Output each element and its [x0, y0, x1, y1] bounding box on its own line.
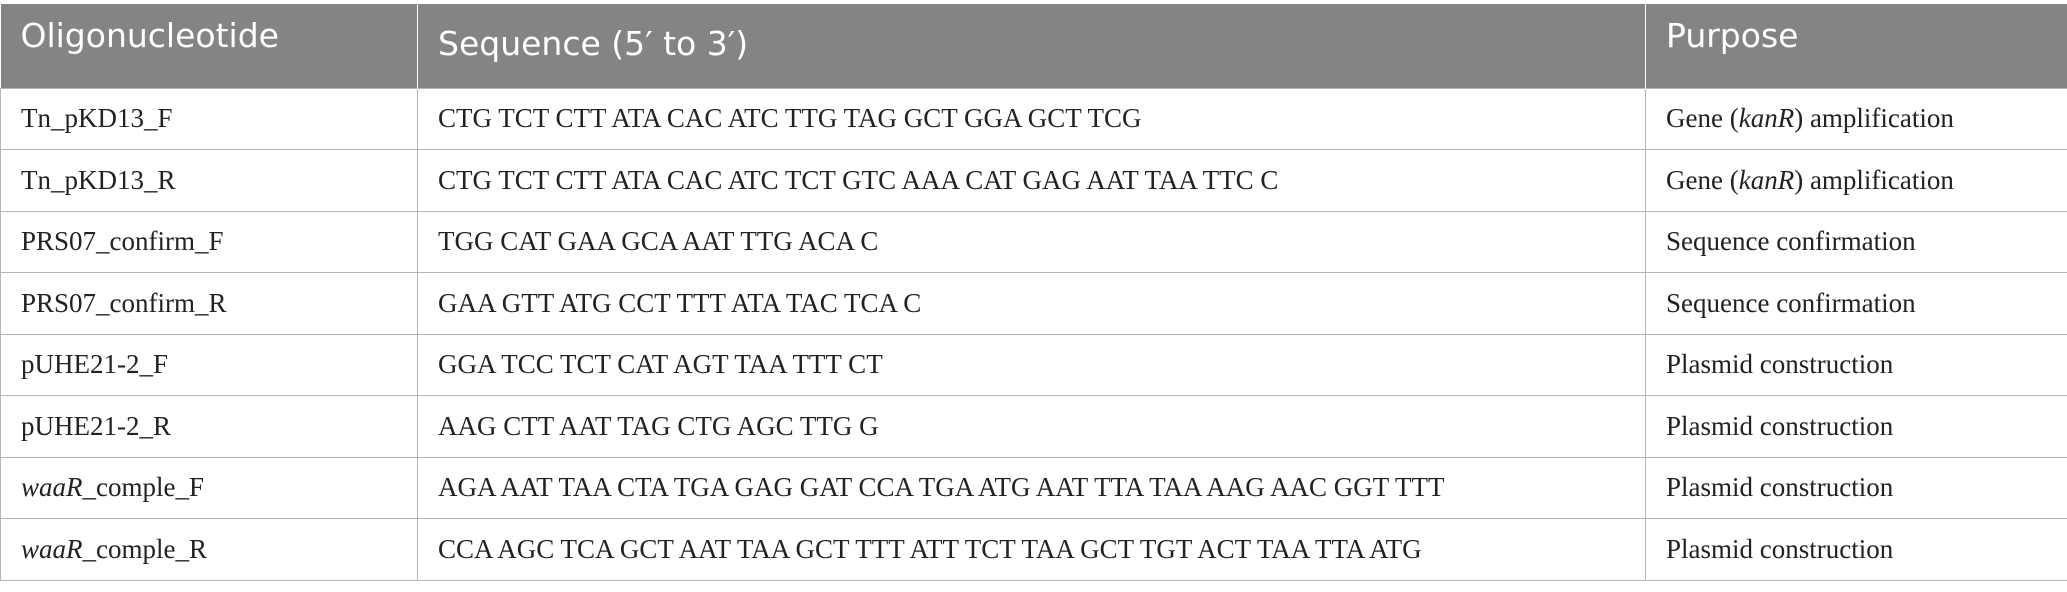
oligo-name: Tn_pKD13_F — [21, 103, 173, 134]
oligo-name-italic: waaR — [21, 472, 83, 503]
oligo-name: PRS07_confirm_R — [21, 287, 227, 318]
header-sequence: Sequence (5′ to 3′) — [417, 4, 1646, 88]
oligo-name: Tn_pKD13_R — [21, 164, 176, 195]
sequence-cell: AGA AAT TAA CTA TGA GAG GAT CCA TGA ATG … — [417, 456, 1646, 519]
oligo-name-cell: PRS07_confirm_R — [0, 272, 418, 335]
purpose-gene-italic: kanR — [1738, 164, 1795, 195]
purpose-cell: Plasmid construction — [1645, 456, 2067, 519]
purpose-text: Gene ( — [1666, 164, 1739, 195]
sequence-cell: TGG CAT GAA GCA AAT TTG ACA C — [417, 210, 1646, 273]
table-body: Tn_pKD13_F CTG TCT CTT ATA CAC ATC TTG T… — [0, 87, 2067, 581]
oligo-name-cell: waaR_comple_F — [0, 456, 418, 519]
oligo-name-italic: waaR — [21, 533, 83, 564]
purpose-text-suffix: ) amplification — [1794, 164, 1954, 195]
header-oligonucleotide: Oligonucleotide — [0, 4, 418, 88]
purpose-gene-italic: kanR — [1738, 103, 1795, 134]
oligo-name-cell: pUHE21-2_R — [0, 395, 418, 458]
sequence-cell: CTG TCT CTT ATA CAC ATC TTG TAG GCT GGA … — [417, 87, 1646, 150]
purpose-text: Plasmid construction — [1666, 410, 1894, 441]
purpose-text: Sequence confirmation — [1666, 226, 1916, 257]
oligo-name-cell: pUHE21-2_F — [0, 333, 418, 396]
table-row: Tn_pKD13_R CTG TCT CTT ATA CAC ATC TCT G… — [0, 149, 2067, 212]
table-row: pUHE21-2_F GGA TCC TCT CAT AGT TAA TTT C… — [0, 333, 2067, 396]
purpose-text: Gene ( — [1666, 103, 1739, 134]
table-row: pUHE21-2_R AAG CTT AAT TAG CTG AGC TTG G… — [0, 395, 2067, 458]
purpose-cell: Gene (kanR) amplification — [1645, 87, 2067, 150]
oligo-name: pUHE21-2_F — [21, 349, 168, 380]
table-row: PRS07_confirm_R GAA GTT ATG CCT TTT ATA … — [0, 272, 2067, 335]
oligonucleotide-table-container: Oligonucleotide Sequence (5′ to 3′) Purp… — [0, 4, 2067, 581]
table-row: waaR_comple_R CCA AGC TCA GCT AAT TAA GC… — [0, 518, 2067, 581]
table-row: Tn_pKD13_F CTG TCT CTT ATA CAC ATC TTG T… — [0, 87, 2067, 150]
oligonucleotide-table: Oligonucleotide Sequence (5′ to 3′) Purp… — [0, 4, 2067, 581]
oligo-name: _comple_R — [82, 533, 207, 564]
purpose-cell: Plasmid construction — [1645, 518, 2067, 581]
purpose-text-suffix: ) amplification — [1794, 103, 1954, 134]
oligo-name: _comple_F — [82, 472, 205, 503]
oligo-name-cell: Tn_pKD13_F — [0, 87, 418, 150]
sequence-cell: CTG TCT CTT ATA CAC ATC TCT GTC AAA CAT … — [417, 149, 1646, 212]
table-row: waaR_comple_F AGA AAT TAA CTA TGA GAG GA… — [0, 456, 2067, 519]
purpose-cell: Gene (kanR) amplification — [1645, 149, 2067, 212]
sequence-cell: GAA GTT ATG CCT TTT ATA TAC TCA C — [417, 272, 1646, 335]
purpose-text: Sequence confirmation — [1666, 287, 1916, 318]
header-row: Oligonucleotide Sequence (5′ to 3′) Purp… — [0, 4, 2067, 88]
oligo-name-cell: Tn_pKD13_R — [0, 149, 418, 212]
purpose-cell: Plasmid construction — [1645, 395, 2067, 458]
purpose-cell: Plasmid construction — [1645, 333, 2067, 396]
table-header: Oligonucleotide Sequence (5′ to 3′) Purp… — [0, 4, 2067, 88]
oligo-name: PRS07_confirm_F — [21, 226, 224, 257]
sequence-cell: CCA AGC TCA GCT AAT TAA GCT TTT ATT TCT … — [417, 518, 1646, 581]
purpose-text: Plasmid construction — [1666, 349, 1894, 380]
table-row: PRS07_confirm_F TGG CAT GAA GCA AAT TTG … — [0, 210, 2067, 273]
header-purpose: Purpose — [1645, 4, 2067, 88]
purpose-text: Plasmid construction — [1666, 533, 1894, 564]
oligo-name-cell: waaR_comple_R — [0, 518, 418, 581]
sequence-cell: AAG CTT AAT TAG CTG AGC TTG G — [417, 395, 1646, 458]
oligo-name-cell: PRS07_confirm_F — [0, 210, 418, 273]
purpose-cell: Sequence confirmation — [1645, 272, 2067, 335]
sequence-cell: GGA TCC TCT CAT AGT TAA TTT CT — [417, 333, 1646, 396]
oligo-name: pUHE21-2_R — [21, 410, 171, 441]
purpose-text: Plasmid construction — [1666, 472, 1894, 503]
purpose-cell: Sequence confirmation — [1645, 210, 2067, 273]
